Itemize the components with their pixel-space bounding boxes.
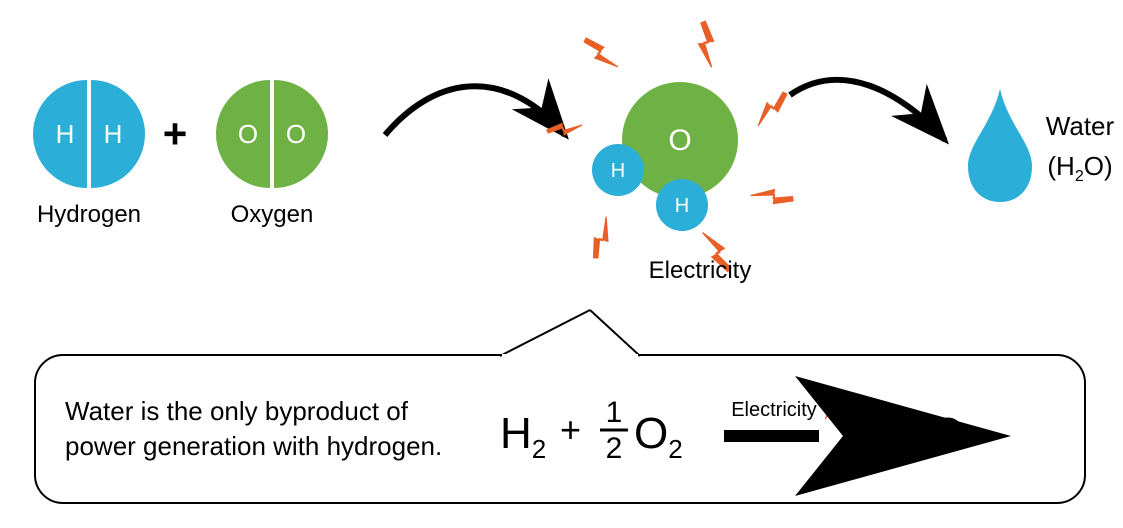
callout-box: Water is the only byproduct of power gene… [35,310,1085,503]
oxygen-label: Oxygen [231,201,314,228]
lightning-bolt-icon [583,31,618,75]
h1: H [611,160,625,182]
o-center: O [668,124,691,157]
lightning-bolt-icon [751,180,795,212]
eq-frac-bot: 2 [606,432,623,465]
water-label-2: (H2O) [1047,151,1112,185]
callout-line-2: power generation with hydrogen. [65,431,442,461]
o-left: O [238,119,258,149]
h-right: H [104,119,123,149]
oxygen-molecule: OO Oxygen [216,80,328,228]
o-right: O [286,119,306,149]
electricity-label: Electricity [649,257,752,284]
eq-arrow-label: Electricity [731,399,817,421]
h-left: H [56,119,75,149]
hydrogen-label: Hydrogen [37,201,141,228]
lightning-bolt-icon [694,21,720,68]
eq-frac-top: 1 [606,396,623,429]
water-label-1: Water [1046,111,1115,141]
eq-plus: + [560,409,581,450]
hydrogen-molecule: HH Hydrogen [33,80,145,228]
lightning-bolt-icon [583,217,620,260]
h2: H [675,195,689,217]
callout-line-1: Water is the only byproduct of [65,396,409,426]
arrow-1 [385,86,565,135]
water-drop: Water (H2O) [968,89,1115,202]
plus-sign: + [163,110,188,157]
lightning-bolt-icon [750,91,794,126]
arrow-2 [790,80,945,140]
water-molecule: O H H Electricity [592,82,751,284]
